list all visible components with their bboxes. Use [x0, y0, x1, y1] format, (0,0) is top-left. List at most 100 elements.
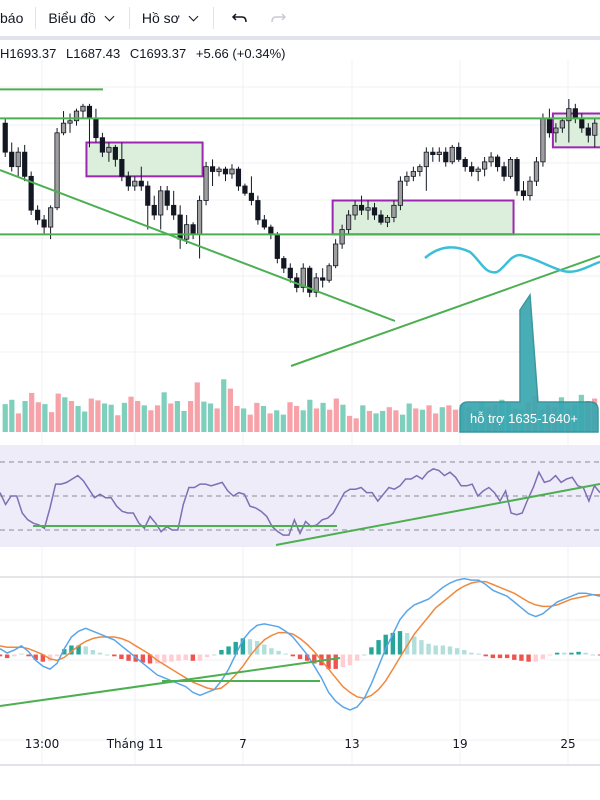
- candle: [229, 164, 235, 179]
- candle: [365, 200, 371, 220]
- undo-button[interactable]: [226, 4, 254, 32]
- candle: [242, 183, 248, 196]
- candle-body: [326, 265, 332, 281]
- candle-body: [196, 200, 203, 235]
- macd-histogram-bar: [526, 654, 531, 662]
- candle: [145, 181, 151, 230]
- candle-body: [352, 204, 358, 216]
- candle: [494, 154, 501, 172]
- candle-body: [274, 233, 280, 259]
- candle: [339, 224, 345, 249]
- macd-histogram-bar: [362, 654, 367, 656]
- candle-body: [125, 175, 131, 187]
- candle: [436, 147, 442, 162]
- legend-close: C1693.37: [129, 46, 187, 61]
- macd-histogram-bar: [533, 654, 538, 662]
- candle: [67, 113, 73, 133]
- candle-body: [93, 117, 99, 139]
- volume-bar: [221, 379, 227, 432]
- candle-body: [365, 207, 371, 211]
- macd-histogram-bar: [304, 654, 310, 661]
- macd-histogram-bar: [262, 644, 267, 655]
- candle-body: [164, 190, 170, 206]
- candle-body: [443, 151, 449, 163]
- legend-change: +5.66 (+0.34%): [195, 46, 286, 61]
- chart-canvas[interactable]: hỗ trợ 1635-1640+ 13:00 Tháng 11 7 13 19 25: [0, 40, 600, 800]
- candle: [592, 118, 598, 148]
- candle-body: [333, 243, 339, 267]
- volume-bar: [55, 393, 61, 432]
- candle: [391, 200, 397, 223]
- chart-menu-button[interactable]: Biểu đồ: [48, 0, 116, 36]
- profile-menu-button[interactable]: Hồ sơ: [142, 0, 201, 36]
- volume-bar: [413, 408, 419, 432]
- candle: [501, 161, 507, 182]
- volume-bar: [121, 402, 128, 432]
- candle-body: [507, 159, 514, 177]
- candle-body: [313, 277, 319, 293]
- candle: [540, 113, 546, 167]
- candle: [235, 166, 242, 191]
- candle-body: [242, 185, 248, 194]
- candle: [190, 222, 196, 240]
- candle: [171, 190, 177, 220]
- volume-bar: [2, 404, 8, 432]
- candle: [164, 186, 170, 211]
- candle: [60, 111, 67, 136]
- redo-button[interactable]: [264, 4, 292, 32]
- volume-bar: [386, 407, 392, 432]
- consolidation-zone: [85, 141, 204, 178]
- macd-histogram-bar: [240, 638, 246, 655]
- candle: [546, 108, 553, 138]
- candle-body: [533, 161, 540, 182]
- candle-body: [475, 168, 481, 172]
- candle-body: [80, 105, 86, 112]
- macd-histogram-bar: [4, 654, 10, 659]
- candle: [404, 171, 410, 186]
- toolbar-separator: [35, 7, 37, 29]
- time-axis-label: 13:00: [25, 737, 60, 751]
- candle-body: [67, 120, 73, 124]
- candle: [488, 152, 494, 167]
- candle: [514, 157, 520, 196]
- candle: [216, 166, 222, 177]
- callout-text: hỗ trợ 1635-1640+: [470, 411, 578, 426]
- candle-body: [281, 258, 287, 269]
- candle-body: [151, 204, 157, 216]
- volume-bar: [446, 405, 452, 432]
- candle: [106, 142, 112, 162]
- macd-histogram-bar: [476, 653, 481, 655]
- volume-bar: [15, 413, 22, 432]
- volume-bar: [62, 397, 68, 432]
- candle-body: [384, 217, 391, 223]
- macd-histogram-bar: [426, 643, 431, 655]
- candle: [281, 256, 287, 273]
- candle: [287, 263, 293, 283]
- candle-body: [112, 146, 118, 160]
- volume-bar: [426, 405, 432, 432]
- candle-body: [527, 180, 533, 197]
- moving-average-line: [424, 246, 600, 274]
- candle: [261, 215, 267, 230]
- macd-histogram-bar: [269, 648, 274, 655]
- alerts-menu-partial[interactable]: báo: [0, 0, 23, 36]
- candle-body: [378, 214, 384, 223]
- candle-body: [268, 226, 274, 235]
- volume-bar: [181, 410, 187, 432]
- candle: [527, 176, 533, 201]
- macd-histogram-bar: [312, 654, 317, 664]
- candle: [553, 123, 559, 143]
- macd-histogram-bar: [12, 654, 17, 657]
- candle-body: [209, 166, 216, 172]
- candle: [430, 147, 436, 162]
- candle: [73, 108, 80, 126]
- candle: [300, 263, 306, 293]
- macd-histogram-bar: [169, 654, 174, 662]
- macd-histogram-bar: [326, 654, 331, 669]
- volume-bar: [241, 408, 247, 432]
- macd-histogram-bar: [383, 634, 388, 655]
- candle-body: [54, 132, 60, 209]
- legend-low: L1687.43: [66, 46, 121, 61]
- macd-histogram-bar: [40, 654, 46, 662]
- candle: [2, 118, 8, 157]
